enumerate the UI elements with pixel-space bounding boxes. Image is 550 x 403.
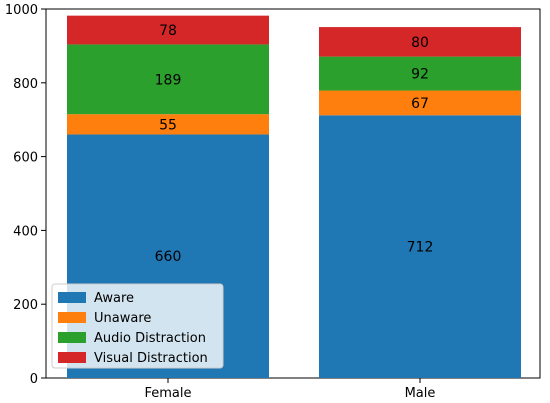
- bar-male-visual-distraction: [319, 27, 521, 57]
- bar-male-audio-distraction: [319, 56, 521, 91]
- y-tick-label: 800: [13, 77, 38, 92]
- y-tick-label: 600: [13, 151, 38, 166]
- data-label-male-visual-distraction: 80: [411, 35, 429, 51]
- data-label-female-aware: 660: [155, 249, 182, 265]
- y-tick-label: 200: [13, 298, 38, 313]
- data-label-male-unaware: 67: [411, 96, 429, 112]
- legend-label-aware: Aware: [94, 291, 134, 306]
- legend-swatch-visual-distraction: [58, 352, 86, 363]
- data-label-female-audio-distraction: 189: [155, 72, 182, 88]
- x-tick-label-female: Female: [144, 386, 191, 401]
- bar-female-unaware: [67, 114, 269, 135]
- legend-box: [51, 283, 224, 369]
- y-tick-label: 400: [13, 224, 38, 239]
- legend-label-visual-distraction: Visual Distraction: [94, 351, 208, 366]
- data-label-male-aware: 712: [407, 240, 434, 256]
- legend-swatch-unaware: [58, 312, 86, 323]
- data-label-female-visual-distraction: 78: [159, 23, 177, 39]
- y-axis: 0 200 400 600 800 1000: [5, 3, 46, 387]
- data-labels-group: 660 55 189 78 712 67 92 80: [155, 23, 434, 265]
- x-axis: Female Male: [144, 378, 435, 401]
- legend-swatch-audio-distraction: [58, 332, 86, 343]
- data-label-male-audio-distraction: 92: [411, 67, 429, 83]
- legend-label-audio-distraction: Audio Distraction: [94, 331, 206, 346]
- bar-female-audio-distraction: [67, 44, 269, 115]
- y-tick-label: 0: [30, 372, 38, 387]
- bar-male-aware: [319, 115, 521, 378]
- bar-female-visual-distraction: [67, 15, 269, 45]
- bar-male-unaware: [319, 90, 521, 116]
- legend-label-unaware: Unaware: [94, 311, 151, 326]
- legend-swatch-aware: [58, 292, 86, 303]
- x-tick-label-male: Male: [405, 386, 436, 401]
- data-label-female-unaware: 55: [159, 117, 177, 133]
- legend: Aware Unaware Audio Distraction Visual Dist…: [51, 283, 224, 369]
- y-tick-label: 1000: [5, 3, 38, 18]
